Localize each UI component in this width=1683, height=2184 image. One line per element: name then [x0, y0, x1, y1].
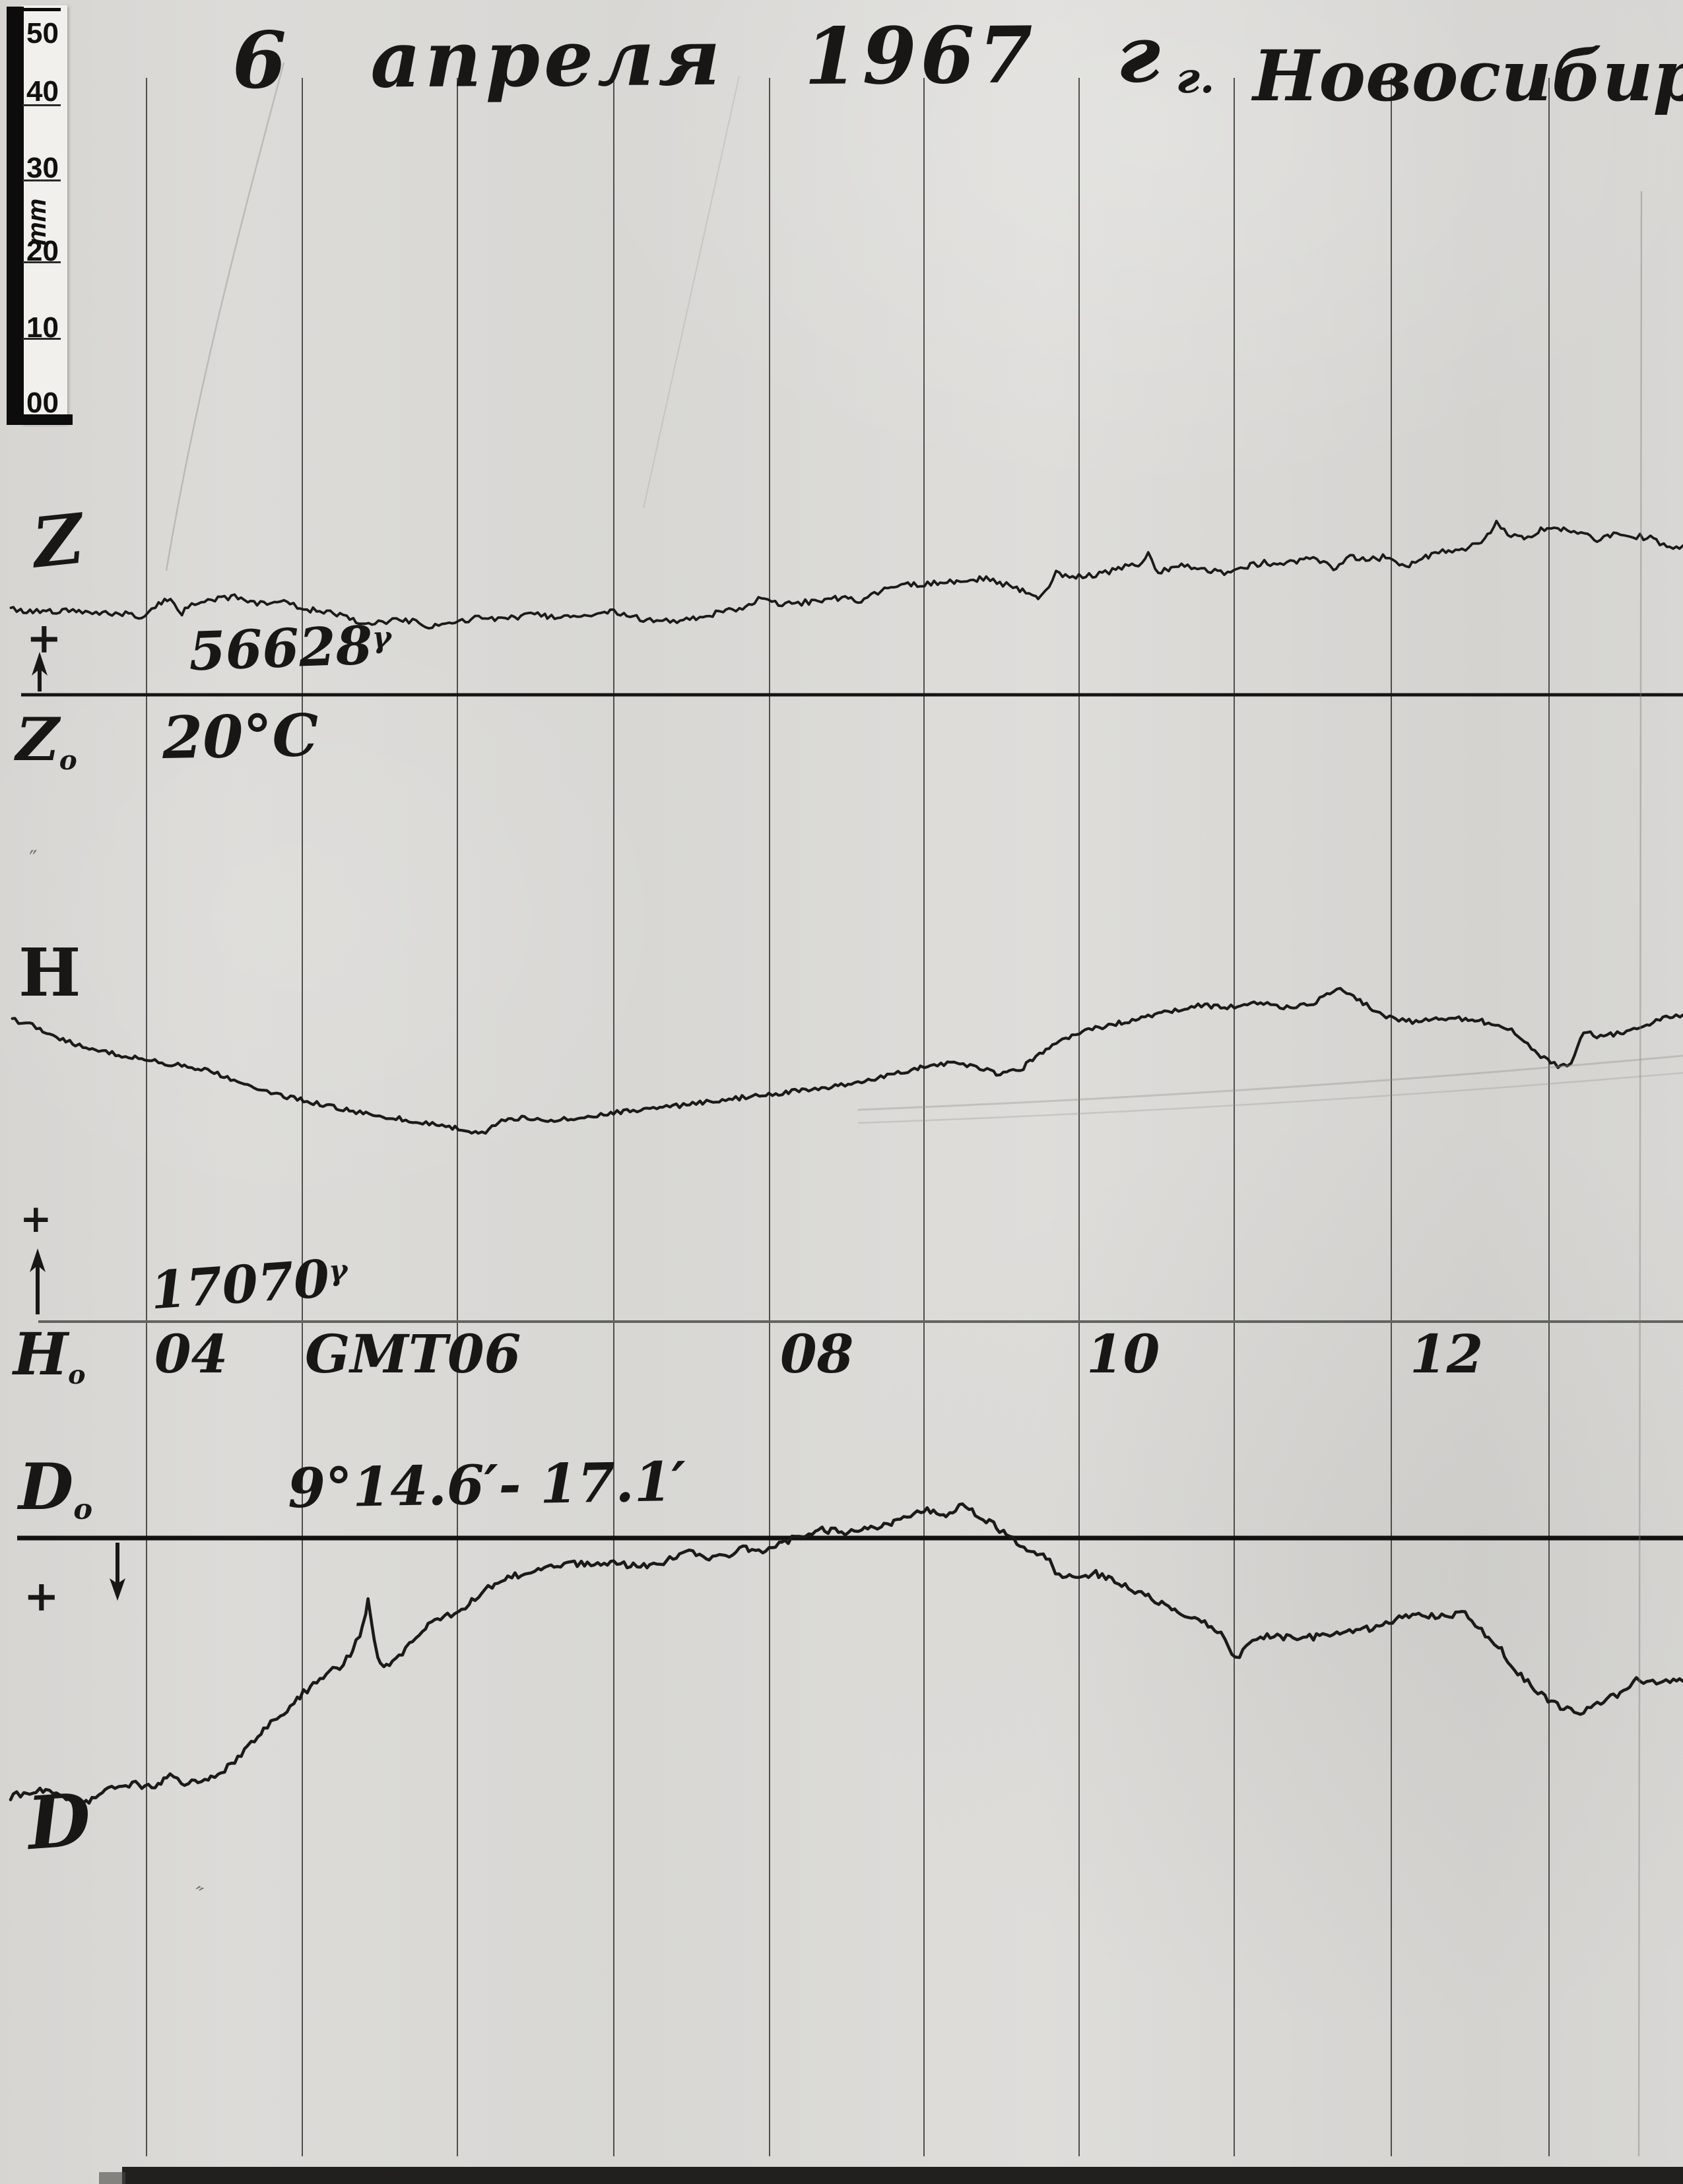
- gamma-symbol: γ: [371, 620, 392, 655]
- h-baseline-label: Ho: [13, 1325, 86, 1388]
- header-city-prefix: г.: [1176, 53, 1215, 104]
- ruler-tick-label: 30: [26, 152, 59, 184]
- h-baseline-letter: H: [13, 1320, 69, 1388]
- z-baseline-letter: Z: [16, 705, 59, 775]
- header-city: г.Новосибирск: [1176, 41, 1683, 111]
- h-positive-arrow-icon: [30, 1248, 46, 1314]
- d-baseline-letter: D: [18, 1450, 74, 1524]
- ink-speck: ″: [29, 846, 38, 872]
- ruler-tick-label: 50: [26, 17, 59, 49]
- header-city-name: Новосибирск: [1253, 34, 1683, 117]
- z-baseline-subscript: o: [59, 744, 77, 777]
- ruler-tick-label: 20: [26, 235, 59, 267]
- scratch-mark: [643, 75, 740, 509]
- z-positive-arrow-icon: [32, 652, 48, 691]
- d-trace-label: D: [24, 1776, 94, 1867]
- ruler-tick: [22, 338, 61, 340]
- time-label-10: 10: [1086, 1323, 1160, 1385]
- ruler-tick: [7, 414, 73, 425]
- h-trace: [11, 986, 1683, 1135]
- h-trace-label: H: [18, 934, 81, 1012]
- h-plus-sign: +: [20, 1196, 52, 1241]
- z-baseline-label: Zo: [16, 710, 77, 774]
- h-baseline-subscript: o: [68, 1359, 86, 1390]
- ruler-tick-label: 40: [26, 75, 59, 108]
- ruler-tick: [22, 261, 61, 263]
- ruler-tick-label: 00: [26, 387, 59, 419]
- d-trace: [9, 1502, 1683, 1808]
- time-label-06: 06: [447, 1323, 521, 1385]
- time-label-04: 04: [154, 1323, 228, 1385]
- h-baseline-number: 17070: [148, 1248, 332, 1322]
- ruler-tick: [21, 8, 61, 11]
- ruler-black-bar: [7, 7, 24, 422]
- z-baseline-value: 56628γ: [187, 614, 393, 683]
- z-plus-sign: +: [26, 614, 62, 663]
- time-label-08: 08: [780, 1323, 854, 1385]
- bottom-scan-band-edge: [99, 2172, 125, 2184]
- ruler-tick: [22, 179, 61, 181]
- d-range-value: 9°14.6′- 17.1′: [287, 1450, 687, 1521]
- z-baseline-number: 56628: [187, 614, 374, 683]
- h-baseline-value: 17070γ: [148, 1249, 350, 1322]
- pencil-smudge: [857, 1054, 1683, 1111]
- ruler-tick-label: 10: [26, 311, 59, 344]
- temperature-label: 20°C: [162, 700, 319, 773]
- crease-line: [1637, 191, 1643, 2157]
- d-baseline-subscript: o: [73, 1493, 93, 1527]
- bottom-scan-band: [122, 2167, 1683, 2184]
- ruler-tick: [22, 104, 61, 106]
- ruler-unit-label: mm: [22, 198, 51, 245]
- time-label-gmt: GMT: [305, 1323, 448, 1385]
- d-plus-sign: +: [24, 1572, 59, 1621]
- d-baseline-label: Do: [18, 1456, 92, 1524]
- pencil-smudge: [857, 1072, 1683, 1124]
- d-positive-arrow-icon: [110, 1543, 125, 1601]
- z-trace: [9, 519, 1683, 630]
- time-label-12: 12: [1410, 1323, 1484, 1385]
- scratch-mark: [165, 62, 285, 571]
- ruler-strip: [21, 5, 67, 424]
- header-date: 6 апреля 1967 г: [232, 8, 1165, 106]
- mm-scale-ruler: 50 40 30 20 10 00 mm: [3, 3, 73, 430]
- gamma-symbol: γ: [327, 1254, 349, 1288]
- z-trace-label: Z: [28, 498, 88, 584]
